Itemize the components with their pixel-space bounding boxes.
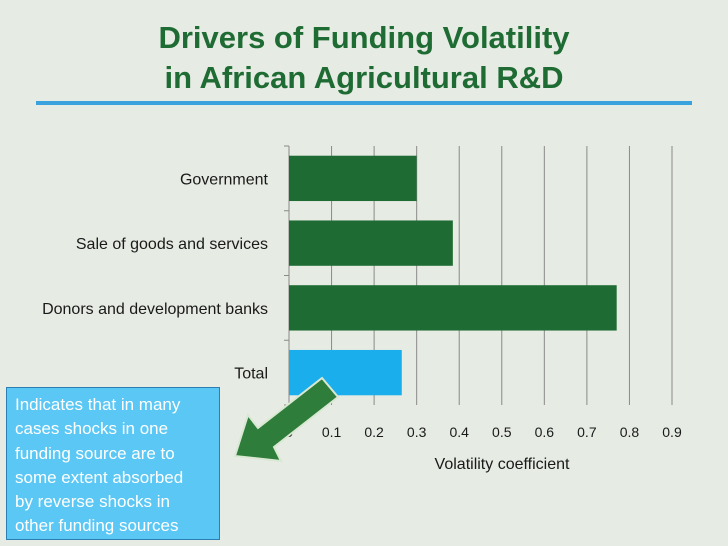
slide-title: Drivers of Funding Volatility in African… (0, 18, 728, 98)
callout-line: other funding sources (15, 516, 179, 536)
title-underline (36, 101, 692, 105)
x-axis-title: Volatility coefficient (435, 456, 570, 473)
category-label: Total (234, 366, 268, 383)
x-tick-label: 0.9 (662, 424, 682, 440)
arrow-down-left-icon (233, 376, 340, 463)
x-tick-label: 0.1 (322, 424, 342, 440)
title-line-1: Drivers of Funding Volatility (158, 20, 570, 55)
x-tick-label: 0.7 (577, 424, 597, 440)
category-label: Government (180, 171, 269, 188)
bar (289, 285, 617, 331)
title-line-2: in African Agricultural R&D (164, 60, 564, 95)
callout-line: some extent absorbed (15, 467, 184, 487)
x-tick-label: 0.3 (407, 424, 427, 440)
callout-line: by reverse shocks in (15, 492, 170, 512)
callout-line: Indicates that in many (15, 395, 181, 414)
bar (289, 155, 417, 202)
callout-line: cases shocks in one (15, 419, 169, 439)
x-tick-label: 0.5 (492, 424, 512, 440)
category-label: Sale of goods and services (76, 236, 268, 253)
bar (289, 349, 402, 396)
x-tick-label: 0.6 (535, 424, 555, 440)
callout-line: funding source are to (15, 443, 175, 463)
x-tick-label: 0.8 (620, 424, 640, 440)
x-tick-label: 0.2 (364, 424, 384, 440)
category-label: Donors and development banks (42, 301, 268, 318)
bar (289, 220, 453, 266)
x-tick-label: 0.4 (449, 424, 469, 440)
callout-box: Indicates that in many cases shocks in on… (6, 387, 220, 540)
